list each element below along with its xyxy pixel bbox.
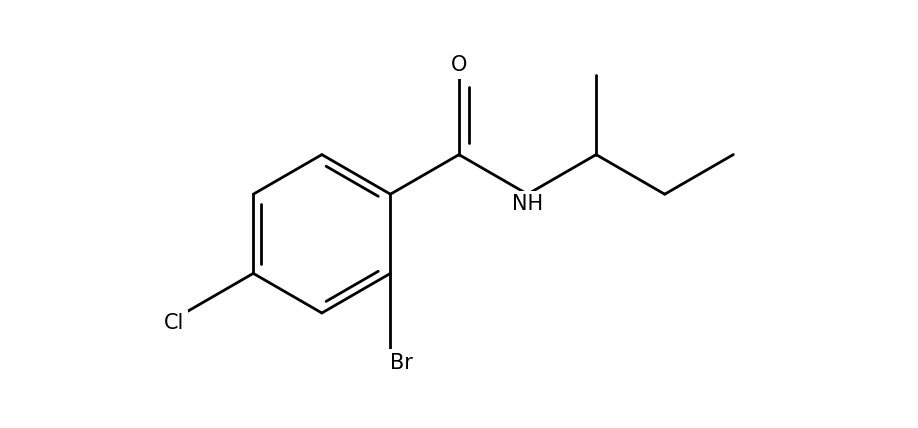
Text: Br: Br [390, 353, 413, 372]
Text: O: O [451, 56, 467, 75]
Text: Cl: Cl [164, 313, 185, 333]
Text: NH: NH [512, 194, 543, 214]
